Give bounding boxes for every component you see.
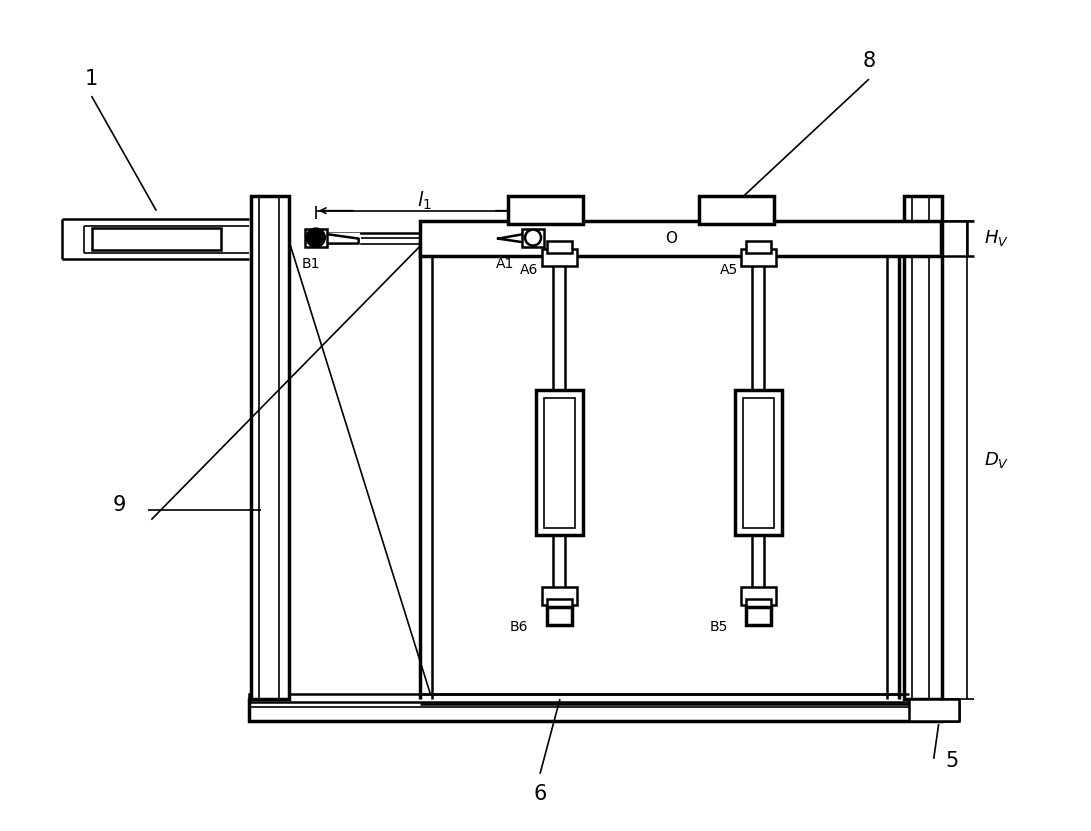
Text: B1: B1 xyxy=(301,257,320,271)
Text: A1: A1 xyxy=(496,257,514,271)
Text: A5: A5 xyxy=(719,263,738,278)
Bar xyxy=(249,694,942,702)
Bar xyxy=(547,241,572,253)
Bar xyxy=(746,599,771,612)
Bar xyxy=(699,196,775,224)
Text: O: O xyxy=(666,231,678,246)
Bar xyxy=(742,248,776,267)
Bar xyxy=(735,390,782,534)
Bar xyxy=(547,607,572,625)
Bar xyxy=(420,221,940,256)
Bar xyxy=(746,241,771,253)
Text: B5: B5 xyxy=(709,620,728,634)
Text: 9: 9 xyxy=(112,494,127,514)
Text: $D_V$: $D_V$ xyxy=(983,450,1009,470)
Text: 8: 8 xyxy=(862,52,875,71)
Circle shape xyxy=(525,229,541,246)
Bar xyxy=(251,196,289,699)
Bar xyxy=(742,588,776,605)
Text: 5: 5 xyxy=(945,751,958,771)
Bar xyxy=(536,390,583,534)
Bar xyxy=(746,607,771,625)
Bar xyxy=(92,228,221,249)
Bar xyxy=(508,196,583,224)
Bar xyxy=(547,599,572,612)
Bar xyxy=(542,588,577,605)
Circle shape xyxy=(307,229,325,247)
Polygon shape xyxy=(315,233,359,243)
Text: A6: A6 xyxy=(520,263,539,278)
Bar xyxy=(743,398,775,528)
Bar xyxy=(903,196,942,699)
Text: $l_1$: $l_1$ xyxy=(417,189,432,212)
Bar xyxy=(523,229,544,247)
Bar xyxy=(544,398,575,528)
Polygon shape xyxy=(499,233,532,243)
Bar xyxy=(304,229,326,247)
Text: 6: 6 xyxy=(533,784,547,804)
Circle shape xyxy=(307,229,325,247)
Bar xyxy=(542,248,577,267)
Bar xyxy=(909,699,959,721)
Bar xyxy=(249,699,942,721)
Text: 1: 1 xyxy=(85,69,98,89)
Text: $H_V$: $H_V$ xyxy=(983,228,1008,248)
Text: B6: B6 xyxy=(511,620,529,634)
